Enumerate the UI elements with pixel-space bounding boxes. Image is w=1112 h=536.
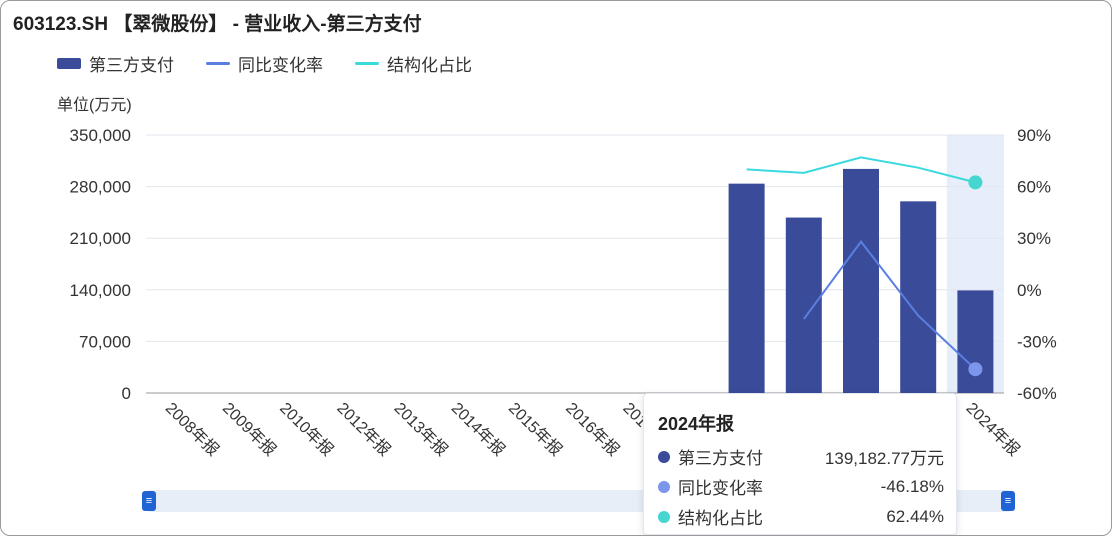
x-tick-label: 2024年报 [963, 399, 1024, 460]
legend-label: 同比变化率 [238, 56, 323, 75]
x-tick-label: 2016年报 [562, 399, 623, 460]
y-left-tick-label: 350,000 [70, 126, 131, 145]
tooltip-row: 同比变化率 -46.18% [658, 474, 944, 499]
legend-item-yoy-change[interactable]: 同比变化率 [206, 51, 323, 76]
tooltip-label: 第三方支付 [678, 449, 763, 468]
tooltip-value: -46.18% [880, 476, 944, 496]
line-yoy-change [802, 239, 977, 370]
y-right-tick-label: -60% [1017, 384, 1057, 403]
x-tick-label: 2009年报 [219, 399, 280, 460]
tooltip-label: 同比变化率 [678, 479, 763, 498]
tooltip-dot-icon [658, 480, 670, 493]
tooltip-value: 139,182.77万元 [824, 449, 944, 468]
y-left-tick-label: 0 [122, 384, 131, 403]
y-right-tick-label: -30% [1017, 332, 1057, 351]
x-tick-label: 2015年报 [505, 399, 566, 460]
y-left-tick-label: 280,000 [70, 178, 131, 197]
chart-tooltip: 2024年报 第三方支付 139,182.77万元 同比变化率 -46.18% … [643, 393, 957, 535]
legend: 第三方支付 同比变化率 结构化占比 [57, 51, 472, 76]
line-structure-share-point [968, 175, 983, 190]
y-right-tick-label: 0% [1017, 281, 1042, 300]
legend-line-swatch [355, 62, 379, 65]
chart-title: 603123.SH 【翠微股份】 - 营业收入-第三方支付 [13, 14, 422, 35]
legend-line-swatch [206, 62, 230, 65]
legend-item-third-party-pay[interactable]: 第三方支付 [57, 51, 174, 76]
tooltip-value: 62.44% [886, 506, 944, 526]
tooltip-row: 结构化占比 62.44% [658, 504, 944, 529]
tooltip-title: 2024年报 [658, 414, 735, 434]
tooltip-dot-icon [658, 510, 670, 523]
line-structure-share [746, 156, 976, 184]
y-axis-unit-label: 单位(万元) [57, 97, 132, 114]
legend-label: 第三方支付 [89, 56, 174, 75]
slider-handle-left-icon[interactable]: ≡ [142, 491, 156, 511]
bar-third-party-pay [957, 290, 994, 393]
y-left-tick-label: 210,000 [70, 229, 131, 248]
y-left-tick-label: 140,000 [70, 281, 131, 300]
x-tick-label: 2014年报 [448, 399, 509, 460]
y-right-tick-label: 90% [1017, 126, 1051, 145]
slider-handle-right-icon[interactable]: ≡ [1001, 491, 1015, 511]
x-tick-label: 2013年报 [391, 399, 452, 460]
legend-label: 结构化占比 [387, 56, 472, 75]
x-tick-label: 2012年报 [333, 399, 394, 460]
bar-third-party-pay [785, 217, 822, 393]
bar-third-party-pay [843, 168, 879, 393]
y-left-tick-label: 70,000 [79, 332, 131, 351]
bar-third-party-pay [900, 201, 937, 393]
x-tick-label: 2008年报 [162, 399, 223, 460]
tooltip-dot-icon [658, 450, 670, 463]
bar-third-party-pay [728, 183, 765, 393]
y-right-tick-label: 60% [1017, 178, 1051, 197]
legend-bar-swatch [57, 58, 81, 69]
x-tick-label: 2010年报 [276, 399, 337, 460]
tooltip-row: 第三方支付 139,182.77万元 [658, 444, 944, 469]
line-yoy-change-point [968, 362, 983, 377]
legend-item-structure-share[interactable]: 结构化占比 [355, 51, 472, 76]
y-right-tick-label: 30% [1017, 229, 1051, 248]
tooltip-label: 结构化占比 [678, 509, 763, 528]
